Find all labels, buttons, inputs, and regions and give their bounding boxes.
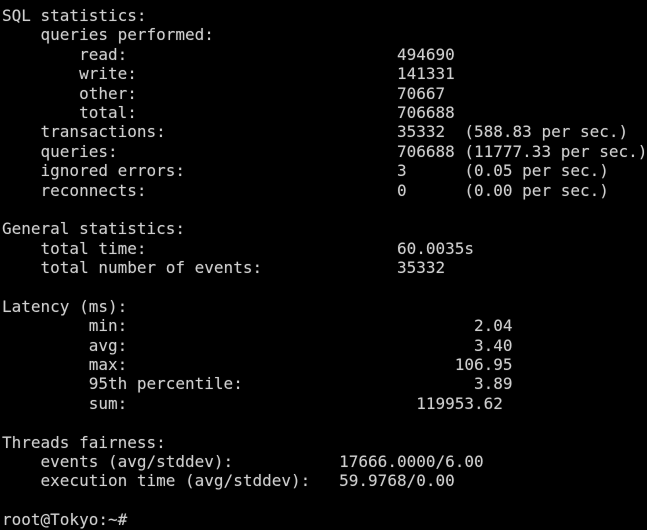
blank-line	[2, 413, 647, 432]
blank-line	[2, 200, 647, 219]
threads-fairness-header: Threads fairness:	[2, 432, 166, 452]
queries-performed-label: queries performed:	[2, 25, 214, 45]
total-time-row: total time: 60.0035s	[2, 238, 475, 258]
fairness-execution-time-row: execution time (avg/stddev): 59.9768/0.0…	[2, 471, 455, 491]
blank-line	[2, 491, 647, 510]
sql-total-row: total: 706688	[2, 102, 455, 122]
sql-other-row: other: 70667	[2, 83, 446, 103]
latency-max-row: max: 106.95	[2, 355, 513, 375]
sql-read-row: read: 494690	[2, 44, 455, 64]
latency-sum-row: sum: 119953.62	[2, 393, 503, 413]
latency-header: Latency (ms):	[2, 296, 128, 316]
fairness-events-row: events (avg/stddev): 17666.0000/6.00	[2, 451, 484, 471]
general-statistics-header: General statistics:	[2, 219, 186, 239]
sql-write-row: write: 141331	[2, 64, 455, 84]
latency-min-row: min: 2.04	[2, 316, 513, 336]
sql-statistics-header: SQL statistics:	[2, 6, 147, 25]
queries-row: queries: 706688 (11777.33 per sec.)	[2, 141, 647, 161]
latency-95th-percentile-row: 95th percentile: 3.89	[2, 374, 513, 394]
transactions-row: transactions: 35332 (588.83 per sec.)	[2, 122, 629, 142]
shell-prompt[interactable]: root@Tokyo:~#	[2, 510, 128, 530]
reconnects-row: reconnects: 0 (0.00 per sec.)	[2, 180, 609, 200]
total-events-row: total number of events: 35332	[2, 258, 446, 278]
blank-line	[2, 277, 647, 296]
latency-avg-row: avg: 3.40	[2, 335, 513, 355]
ignored-errors-row: ignored errors: 3 (0.05 per sec.)	[2, 161, 609, 181]
